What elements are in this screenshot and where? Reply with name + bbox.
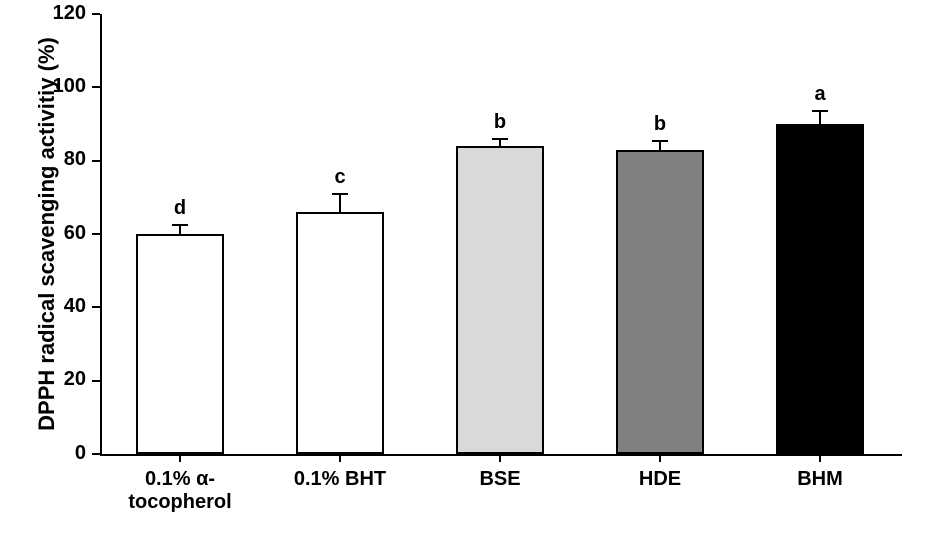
y-tick (92, 306, 100, 308)
x-tick (339, 454, 341, 462)
y-tick (92, 380, 100, 382)
y-tick-label: 120 (0, 2, 86, 25)
bar (296, 212, 384, 454)
y-tick (92, 233, 100, 235)
error-cap (652, 140, 668, 142)
y-tick-label: 0 (0, 442, 86, 465)
significance-letter: c (320, 166, 360, 189)
significance-letter: b (480, 111, 520, 134)
x-tick-label: BSE (420, 468, 580, 491)
x-tick-label: 0.1% BHT (260, 468, 420, 491)
error-cap (172, 224, 188, 226)
bar (616, 150, 704, 454)
y-tick (92, 160, 100, 162)
bar (776, 124, 864, 454)
x-tick (819, 454, 821, 462)
x-tick (499, 454, 501, 462)
y-tick (92, 13, 100, 15)
error-cap (492, 138, 508, 140)
y-tick (92, 453, 100, 455)
y-axis-title: DPPH radical scavenging activitiy (%) (34, 24, 60, 444)
significance-letter: b (640, 113, 680, 136)
x-tick (179, 454, 181, 462)
error-cap (812, 110, 828, 112)
significance-letter: a (800, 83, 840, 106)
significance-letter: d (160, 197, 200, 220)
error-bar (179, 225, 181, 234)
error-bar (819, 111, 821, 124)
x-tick-label: BHM (740, 468, 900, 491)
error-cap (332, 193, 348, 195)
x-tick-label: 0.1% α- tocopherol (100, 468, 260, 514)
error-bar (499, 139, 501, 146)
y-tick (92, 86, 100, 88)
error-bar (339, 194, 341, 212)
dpph-bar-chart: 0204060801001200.1% α- tocopherold0.1% B… (0, 0, 928, 540)
bar (136, 234, 224, 454)
x-tick (659, 454, 661, 462)
error-bar (659, 141, 661, 150)
bar (456, 146, 544, 454)
x-tick-label: HDE (580, 468, 740, 491)
